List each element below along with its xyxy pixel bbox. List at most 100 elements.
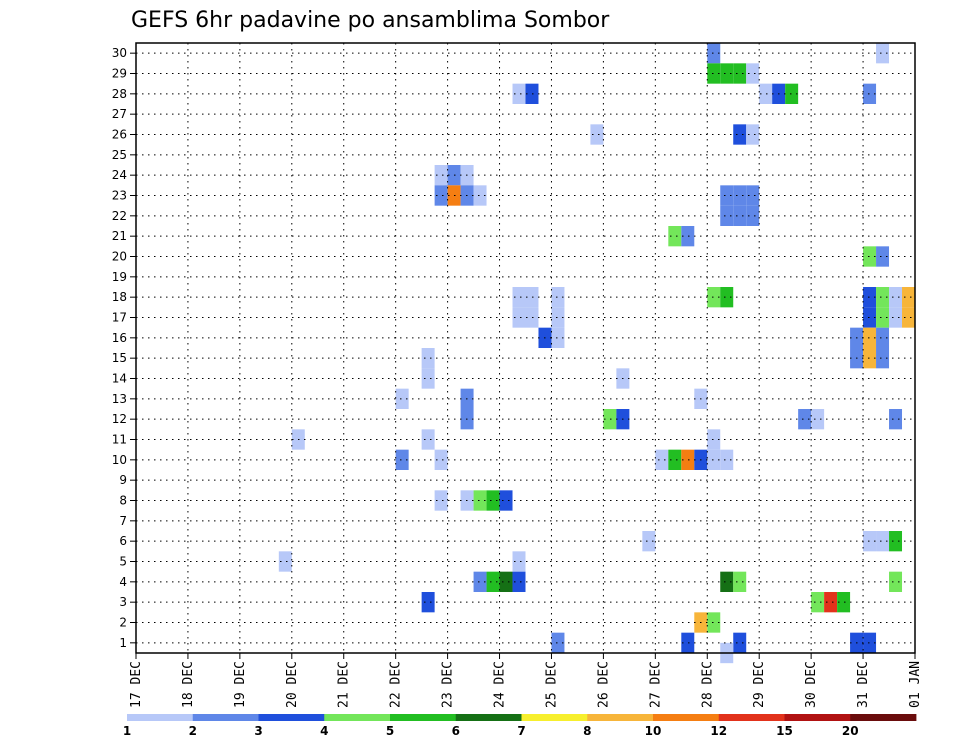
x-tick-label: 25 DEC — [544, 661, 559, 708]
heatmap-cell — [395, 388, 409, 409]
heatmap-cell — [863, 632, 877, 653]
y-tick-label: 23 — [112, 189, 127, 203]
x-tick-label: 26 DEC — [596, 661, 611, 708]
heatmap-cell — [499, 490, 513, 511]
x-tick-label: 30 DEC — [804, 661, 819, 708]
heatmap-cell — [733, 185, 747, 206]
y-tick-label: 19 — [112, 270, 127, 284]
heatmap-cell — [863, 83, 877, 104]
heatmap-cell — [863, 246, 877, 267]
y-tick-label: 10 — [112, 453, 127, 467]
heatmap-cell — [421, 368, 435, 389]
y-tick-label: 4 — [119, 575, 127, 589]
y-tick-label: 1 — [119, 636, 127, 650]
heatmap-cell — [681, 449, 695, 470]
y-tick-label: 14 — [112, 372, 127, 386]
colorbar-label: 8 — [583, 724, 591, 738]
y-tick-label: 29 — [112, 67, 127, 81]
heatmap-cell — [720, 287, 734, 308]
heatmap-cell — [473, 185, 487, 206]
heatmap-cell — [590, 124, 604, 145]
heatmap-cell — [525, 287, 539, 308]
heatmap-cell — [421, 348, 435, 369]
y-tick-label: 25 — [112, 148, 127, 162]
x-tick-label: 24 DEC — [493, 661, 508, 708]
heatmap-cell — [525, 307, 539, 328]
heatmap-cell — [668, 226, 682, 247]
colorbar-swatch — [455, 714, 522, 721]
heatmap-cell — [655, 449, 669, 470]
heatmap-cell — [863, 531, 877, 552]
heatmap-cell — [824, 592, 838, 613]
x-tick-label: 18 DEC — [181, 661, 196, 708]
heatmap-cell — [434, 449, 448, 470]
heatmap-cell — [902, 307, 915, 328]
heatmap-cells — [278, 43, 915, 664]
heatmap-cell — [863, 307, 877, 328]
y-axis-ticks: 1234567891011121314151617181920212223242… — [112, 46, 136, 650]
x-tick-label: 27 DEC — [648, 661, 663, 708]
heatmap-cell — [733, 63, 747, 84]
heatmap-cell — [876, 307, 890, 328]
heatmap-cell — [811, 592, 825, 613]
heatmap-cell — [434, 185, 448, 206]
heatmap-cell — [707, 43, 721, 64]
y-tick-label: 18 — [112, 290, 127, 304]
y-tick-label: 30 — [112, 46, 127, 60]
x-axis-ticks: 17 DEC 18 DEC 19 DEC 20 DEC 21 DEC 22 DEC 23 D… — [129, 653, 923, 708]
heatmap-cell — [421, 429, 435, 450]
heatmap-cell — [746, 63, 760, 84]
x-tick-label: 31 DEC — [856, 661, 871, 708]
colorbar-label: 2 — [189, 724, 197, 738]
heatmap-cell — [681, 632, 695, 653]
x-tick-label: 29 DEC — [752, 661, 767, 708]
heatmap-cell — [746, 205, 760, 226]
colorbar-label: 10 — [645, 724, 662, 738]
heatmap-cell — [746, 185, 760, 206]
heatmap-cell — [876, 348, 890, 369]
colorbar-label: 6 — [452, 724, 460, 738]
heatmap-cell — [733, 205, 747, 226]
heatmap-cell — [473, 490, 487, 511]
colorbar-swatch — [324, 714, 391, 721]
heatmap-cell — [720, 205, 734, 226]
heatmap-cell — [746, 124, 760, 145]
heatmap-cell — [278, 551, 292, 572]
colorbar-swatch — [390, 714, 457, 721]
heatmap-cell — [707, 63, 721, 84]
heatmap-cell — [902, 287, 915, 308]
heatmap-cell — [876, 327, 890, 348]
heatmap-cell — [421, 592, 435, 613]
x-tick-label: 20 DEC — [285, 661, 300, 708]
heatmap-cell — [434, 165, 448, 186]
y-tick-label: 28 — [112, 87, 127, 101]
colorbar-label: 4 — [320, 724, 328, 738]
heatmap-cell — [707, 287, 721, 308]
y-tick-label: 21 — [112, 229, 127, 243]
heatmap-cell — [785, 83, 799, 104]
heatmap-cell — [499, 571, 513, 592]
y-tick-label: 3 — [119, 595, 127, 609]
heatmap-cell — [876, 246, 890, 267]
colorbar-swatch — [850, 714, 917, 721]
heatmap-cell — [876, 43, 890, 64]
heatmap-cell — [603, 409, 617, 430]
heatmap-cell — [512, 307, 526, 328]
heatmap-cell — [837, 592, 851, 613]
heatmap-cell — [473, 571, 487, 592]
colorbar-label: 15 — [776, 724, 793, 738]
heatmap-cell — [876, 287, 890, 308]
colorbar-swatch — [127, 714, 194, 721]
heatmap-cell — [889, 287, 903, 308]
heatmap-cell — [733, 571, 747, 592]
heatmap-cell — [889, 409, 903, 430]
heatmap-cell — [512, 83, 526, 104]
y-tick-label: 22 — [112, 209, 127, 223]
heatmap-cell — [681, 226, 695, 247]
colorbar-label: 5 — [386, 724, 394, 738]
heatmap-cell — [551, 287, 565, 308]
heatmap-cell — [863, 348, 877, 369]
y-tick-label: 7 — [119, 514, 127, 528]
heatmap-cell — [551, 632, 565, 653]
